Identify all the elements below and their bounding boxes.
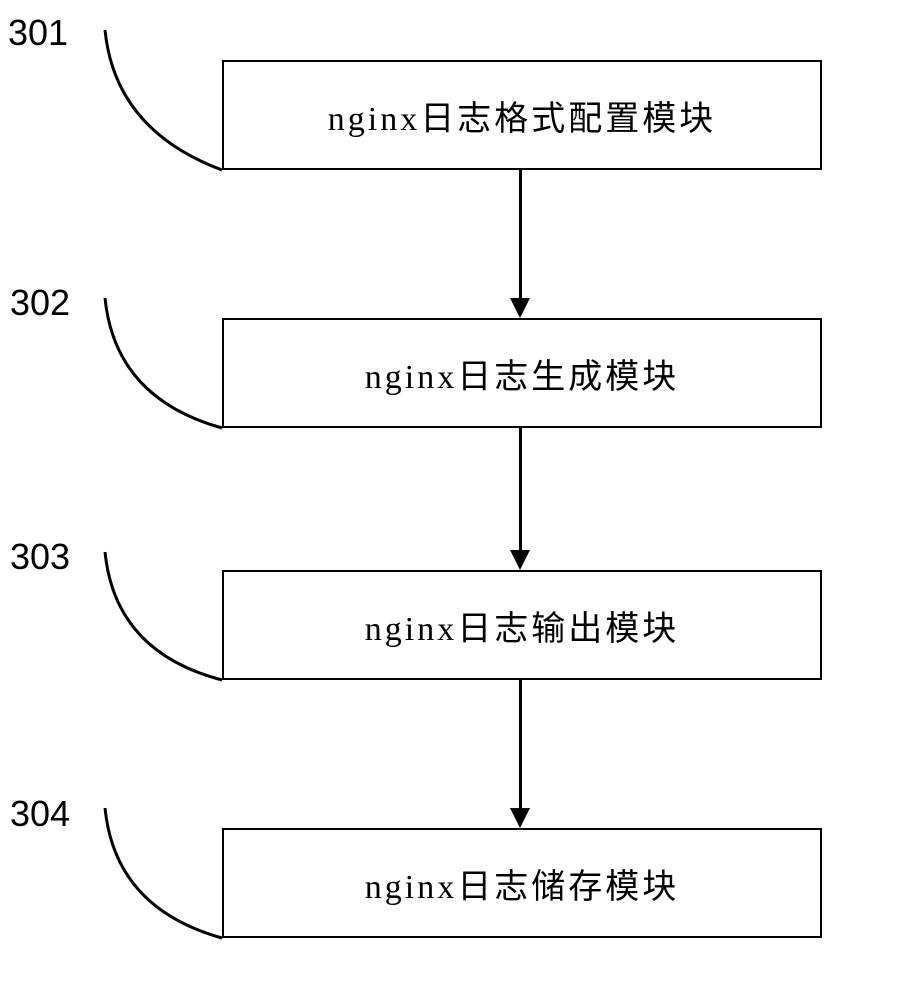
arrow-1-head [510,298,530,318]
box-301: nginx日志格式配置模块 [222,60,822,170]
box-303: nginx日志输出模块 [222,570,822,680]
box-303-text: nginx日志输出模块 [365,601,679,650]
arrow-3-head [510,808,530,828]
box-304: nginx日志储存模块 [222,828,822,938]
curve-304 [0,0,250,960]
box-304-text: nginx日志储存模块 [365,859,679,908]
box-302-text: nginx日志生成模块 [365,349,679,398]
arrow-3-line [519,680,522,808]
box-301-text: nginx日志格式配置模块 [328,91,716,140]
arrow-1-line [519,170,522,298]
arrow-2-head [510,550,530,570]
flowchart-container: 301 nginx日志格式配置模块 302 nginx日志生成模块 303 ng… [0,0,907,1000]
arrow-2-line [519,428,522,550]
box-302: nginx日志生成模块 [222,318,822,428]
